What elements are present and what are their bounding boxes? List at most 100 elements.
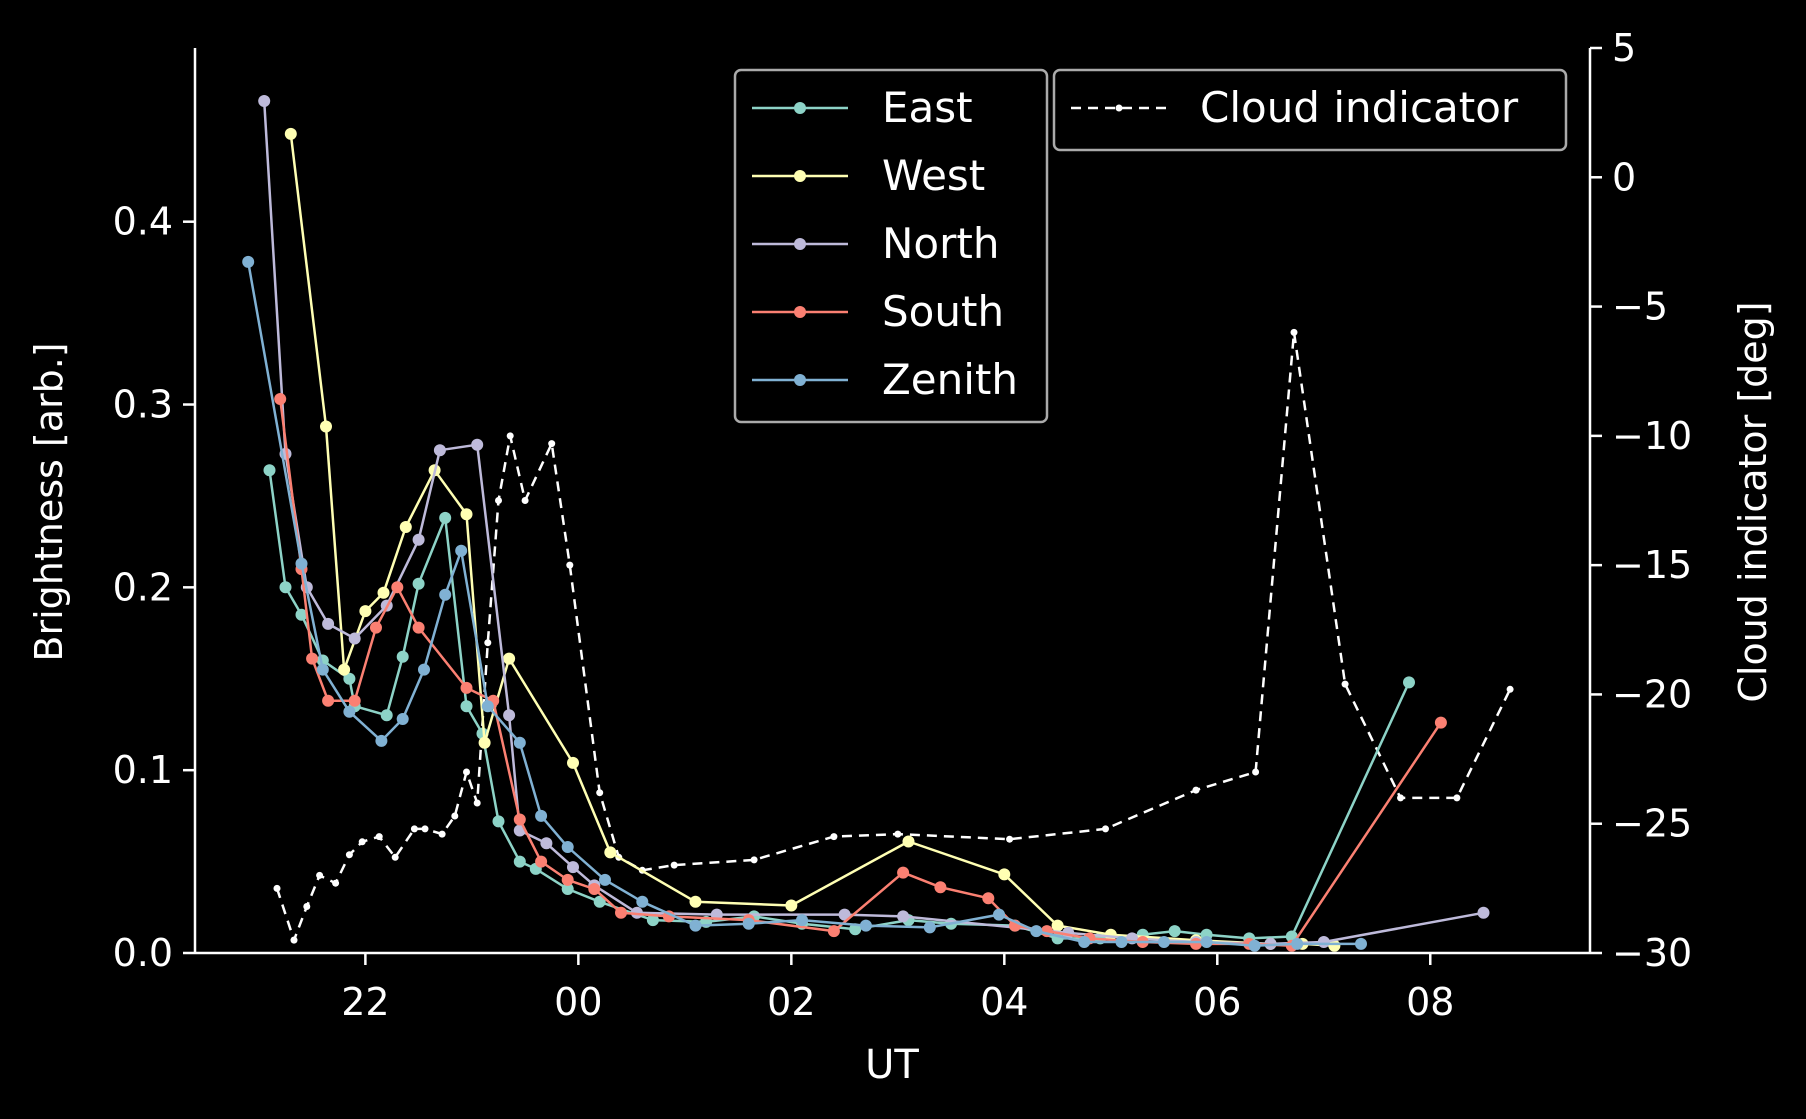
y-axis-label: Brightness [arb.] [27,342,71,661]
x-tick-label: 02 [767,980,815,1024]
data-point-north [433,444,446,457]
data-point-zenith [1158,936,1170,948]
y-tick-label: 0.0 [113,931,173,975]
y2-tick-label: −20 [1612,672,1692,716]
data-point-cloud-indicator [391,853,399,861]
data-point-east [412,577,425,590]
data-point-cloud-indicator [1397,794,1404,802]
data-point-cloud-indicator [1290,328,1298,336]
data-point-cloud-indicator [421,825,429,833]
data-point-zenith [689,919,702,932]
data-point-south [412,621,425,634]
data-point-west [503,652,516,665]
data-point-west [399,521,412,533]
data-point-west [902,835,915,848]
legend-label-east: East [882,83,973,132]
data-point-cloud-indicator [273,884,281,892]
data-point-cloud-indicator [316,871,324,879]
data-point-cloud-indicator [1453,794,1461,802]
data-point-east [561,883,574,895]
data-point-south [322,694,335,707]
data-point-zenith [439,588,452,601]
data-point-south [1434,716,1447,729]
series-line-west [289,133,1335,947]
data-point-south [370,621,382,634]
data-point-south [615,906,627,919]
data-point-zenith [742,917,755,930]
data-point-north [471,438,484,451]
data-point-cloud-indicator [345,851,353,859]
data-point-south [561,873,574,886]
x-tick-label: 08 [1406,980,1454,1024]
data-point-west [377,586,390,599]
data-point-cloud-indicator [566,561,574,569]
legend-marker-west [794,170,806,182]
cloud-legend: Cloud indicator [1052,68,1568,152]
legend-frame [733,68,1049,424]
data-point-cloud-indicator [463,768,470,776]
data-point-north [838,908,851,921]
data-point-zenith [535,809,548,822]
data-point-cloud-indicator [1252,768,1260,776]
data-point-cloud-indicator [670,861,678,869]
data-point-south [1190,937,1202,950]
data-point-east [279,581,292,594]
data-point-zenith [242,255,255,268]
data-point-cloud-indicator [1102,825,1109,833]
data-point-zenith [1248,939,1261,952]
series-zenith [242,255,1367,952]
data-point-west [1051,919,1064,932]
series-west [284,127,1341,952]
legend-label-north: North [882,219,999,268]
data-point-west [478,736,491,749]
y2-tick-label: −25 [1612,802,1692,846]
data-point-cloud-indicator [438,830,446,838]
data-point-zenith [859,919,872,932]
data-point-east [492,815,505,828]
data-point-west [689,895,702,908]
data-point-south [897,866,910,879]
legend-label-zenith: Zenith [882,355,1018,404]
series-cloud-indicator [273,328,1514,944]
data-point-zenith [636,895,649,908]
data-point-north [258,95,271,107]
data-point-cloud-indicator [473,799,481,807]
data-point-east [1403,676,1415,689]
data-point-zenith [561,841,574,853]
y2-tick-label: 5 [1612,26,1636,70]
data-point-east [343,672,356,685]
data-point-cloud-indicator [332,879,340,887]
data-point-cloud-indicator [548,440,556,448]
legend-marker-south [794,306,806,318]
data-point-zenith [343,705,356,718]
data-point-cloud-indicator [1506,685,1514,693]
data-point-cloud-indicator [375,833,383,841]
data-point-zenith [418,663,430,676]
legend-marker-zenith [794,374,806,386]
data-point-east [396,650,409,663]
y2-tick-label: 0 [1612,155,1636,199]
y-tick-label: 0.1 [113,748,173,792]
data-point-south [535,855,548,868]
x-tick-label: 22 [341,980,389,1024]
data-point-zenith [375,734,388,747]
data-point-east [513,855,526,868]
data-point-zenith [1291,937,1304,950]
legend-label-west: West [882,151,985,200]
y-tick-label: 0.4 [113,200,173,244]
data-point-cloud-indicator [484,639,492,647]
data-point-zenith [796,914,808,927]
data-point-cloud-indicator [750,856,758,864]
legend-marker-north [794,238,806,250]
cloud-legend-frame [1052,68,1568,152]
data-point-cloud-indicator [303,903,311,910]
legend: East West North South Zenith [733,68,1049,424]
data-point-cloud-indicator [290,936,298,944]
data-point-south [827,925,840,938]
data-point-south [588,883,601,895]
x-axis-label: UT [865,1042,919,1088]
data-point-south [348,694,361,707]
legend-label-south: South [882,287,1004,336]
data-point-north [322,617,335,630]
x-tick-label: 00 [554,980,602,1024]
